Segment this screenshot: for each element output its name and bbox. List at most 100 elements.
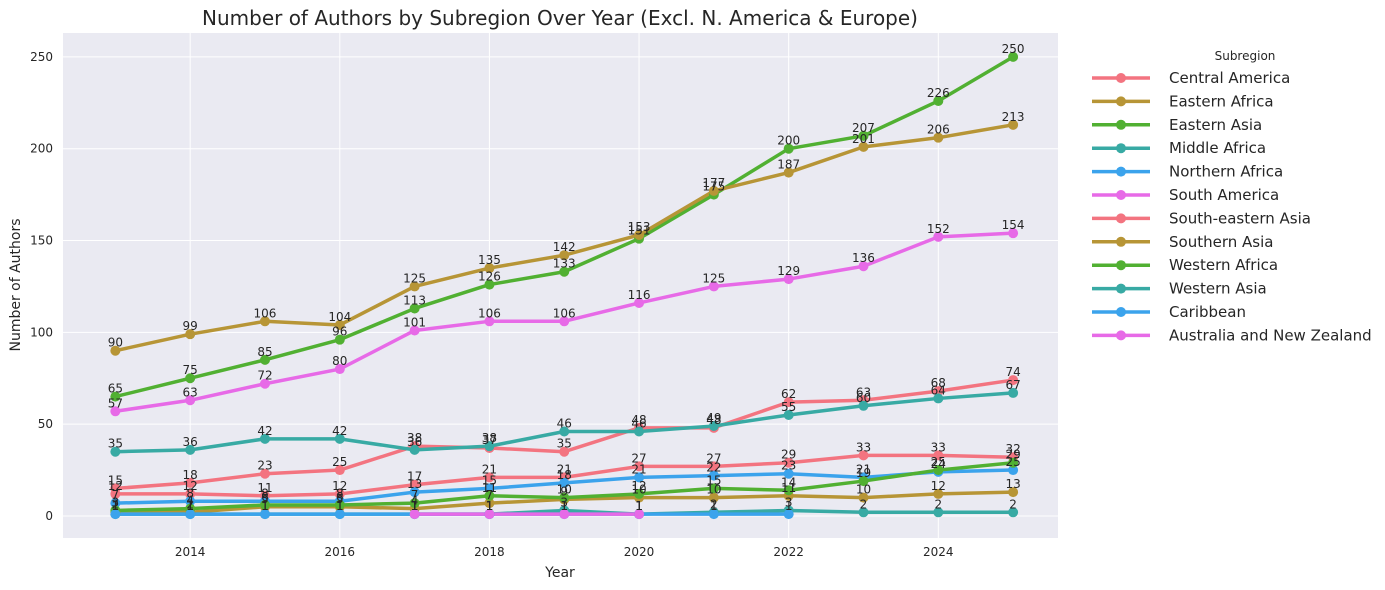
data-label-western-africa: 29 [1005, 448, 1020, 462]
data-point-southern-asia [484, 263, 495, 274]
legend-item-western-asia: Western Asia [1169, 280, 1267, 298]
data-label-eastern-asia: 85 [257, 345, 272, 359]
data-label-eastern-asia: 65 [108, 382, 123, 396]
data-point-central-america [708, 461, 719, 472]
data-label-western-asia: 60 [856, 391, 871, 405]
data-label-western-africa: 7 [411, 488, 419, 502]
data-label-central-america: 12 [183, 479, 198, 493]
data-label-southern-asia: 99 [183, 319, 198, 333]
data-label-caribbean: 1 [112, 499, 120, 513]
legend-marker-south-america [1116, 190, 1126, 200]
data-label-south-america: 57 [108, 396, 123, 410]
data-label-middle-africa: 1 [336, 499, 344, 513]
data-label-southern-asia: 135 [478, 253, 501, 267]
data-label-south-eastern-asia: 37 [482, 433, 497, 447]
data-label-caribbean: 1 [486, 499, 494, 513]
data-point-central-america [783, 457, 794, 468]
data-label-northern-africa: 7 [112, 488, 120, 502]
data-label-south-america: 129 [777, 264, 800, 278]
legend: Subregion Central America Eastern Africa E… [1092, 49, 1372, 344]
data-label-western-africa: 14 [781, 475, 796, 489]
data-label-eastern-asia: 175 [702, 180, 725, 194]
data-label-south-eastern-asia: 63 [856, 385, 871, 399]
data-label-northern-africa: 13 [407, 477, 422, 491]
data-point-eastern-asia [559, 266, 570, 277]
data-label-central-america: 11 [257, 481, 272, 495]
data-label-western-africa: 15 [706, 473, 721, 487]
data-point-central-america [409, 479, 420, 490]
legend-marker-australia-and-new-zealand [1116, 330, 1126, 341]
legend-marker-southern-asia [1116, 236, 1126, 247]
data-point-eastern-asia [858, 130, 869, 141]
legend-item-south-eastern-asia: South-eastern Asia [1169, 209, 1311, 227]
data-label-south-america: 154 [1002, 218, 1025, 232]
data-point-western-africa [484, 490, 495, 501]
data-point-caribbean [185, 509, 196, 520]
data-label-caribbean: 1 [635, 499, 643, 513]
data-point-western-africa [559, 492, 570, 503]
data-label-eastern-asia: 133 [553, 257, 576, 271]
data-point-south-america [634, 297, 645, 308]
data-label-south-eastern-asia: 25 [332, 455, 347, 469]
data-label-caribbean: 1 [560, 499, 568, 513]
data-label-central-america: 33 [856, 440, 871, 454]
data-label-western-asia: 42 [332, 424, 347, 438]
data-point-western-asia [110, 446, 121, 457]
data-label-middle-africa: 2 [1009, 497, 1017, 511]
legend-marker-western-africa [1116, 260, 1126, 271]
data-point-western-africa [858, 476, 869, 487]
legend-marker-eastern-africa [1116, 96, 1126, 107]
legend-marker-south-eastern-asia [1116, 213, 1126, 224]
data-label-southern-asia: 177 [702, 176, 725, 190]
data-label-australia-and-new-zealand: 1 [486, 499, 494, 513]
data-label-western-africa: 6 [261, 490, 269, 504]
data-label-middle-africa: 1 [112, 499, 120, 513]
data-label-middle-africa: 1 [186, 499, 194, 513]
data-point-eastern-asia [484, 279, 495, 290]
data-label-central-america: 21 [557, 462, 572, 476]
data-label-western-asia: 49 [706, 411, 721, 425]
data-label-southern-asia: 153 [628, 220, 651, 234]
legend-item-eastern-asia: Eastern Asia [1169, 116, 1262, 134]
data-point-central-america [634, 461, 645, 472]
data-label-middle-africa: 1 [261, 499, 269, 513]
data-point-western-africa [259, 499, 270, 510]
data-point-caribbean [259, 509, 270, 520]
data-point-northern-africa [484, 483, 495, 494]
data-point-south-eastern-asia [559, 446, 570, 457]
legend-item-southern-asia: Southern Asia [1169, 233, 1273, 251]
y-axis-ticks: 0 50 100 150 200 250 [30, 50, 53, 523]
data-point-south-eastern-asia [185, 477, 196, 488]
data-point-south-america [185, 395, 196, 406]
data-point-southern-asia [634, 230, 645, 240]
data-label-eastern-africa: 10 [631, 483, 646, 497]
data-point-northern-africa [110, 498, 121, 509]
data-label-central-america: 17 [407, 470, 422, 484]
data-label-central-america: 32 [1005, 442, 1020, 456]
x-tick-label: 2020 [624, 545, 655, 559]
data-label-western-asia: 55 [781, 400, 796, 414]
data-label-south-eastern-asia: 35 [557, 437, 572, 451]
data-point-eastern-africa [933, 488, 944, 499]
data-point-western-africa [634, 488, 645, 499]
data-label-eastern-asia: 151 [628, 224, 651, 238]
legend-marker-middle-africa [1116, 143, 1126, 154]
data-point-southern-asia [110, 345, 121, 356]
legend-item-northern-africa: Northern Africa [1169, 163, 1283, 181]
data-point-australia-and-new-zealand [409, 509, 420, 520]
data-point-western-asia [259, 433, 270, 444]
data-label-eastern-africa: 2 [112, 497, 120, 511]
data-point-western-asia [185, 444, 196, 455]
data-point-eastern-asia [334, 334, 345, 345]
data-label-middle-africa: 1 [486, 499, 494, 513]
data-point-western-asia [708, 420, 719, 431]
data-point-northern-africa [1008, 465, 1019, 476]
data-label-southern-asia: 187 [777, 158, 800, 172]
data-label-middle-africa: 2 [860, 497, 868, 511]
data-label-western-africa: 10 [557, 483, 572, 497]
data-point-south-america [334, 364, 345, 375]
data-label-south-america: 136 [852, 251, 875, 265]
data-point-western-africa [1008, 457, 1019, 468]
